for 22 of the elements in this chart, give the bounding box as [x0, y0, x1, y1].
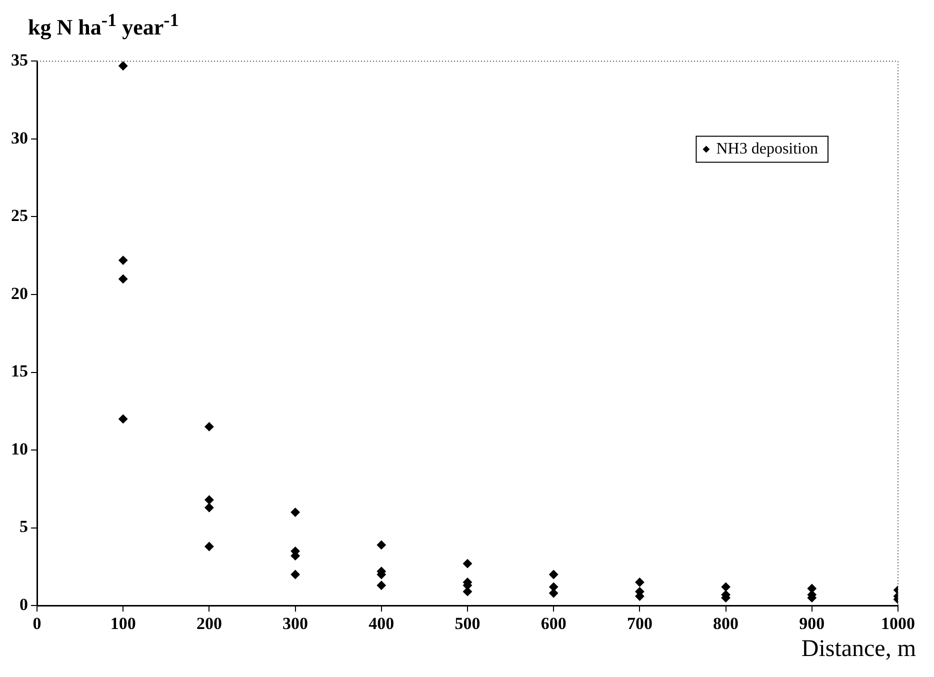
x-tick-label: 900: [799, 614, 825, 634]
y-tick-label: 25: [11, 206, 28, 226]
x-tick-label: 700: [626, 614, 652, 634]
x-tick-label: 800: [713, 614, 739, 634]
y-tick-label: 0: [20, 594, 28, 614]
x-tick-label: 0: [32, 614, 42, 634]
x-tick-label: 400: [368, 614, 394, 634]
y-tick-label: 20: [11, 284, 28, 303]
x-tick-label: 200: [196, 614, 222, 634]
x-tick-label: 600: [540, 614, 566, 634]
legend-label: NH3 deposition: [716, 140, 818, 158]
y-tick-label: 15: [11, 362, 28, 381]
x-axis-title: Distance, m: [801, 636, 916, 663]
x-tick-label: 100: [110, 614, 136, 634]
y-axis-title: kg N ha$^{-1}$ year$^{-1}$: [28, 10, 179, 40]
y-tick-label: 30: [11, 128, 28, 148]
x-tick-label: 300: [282, 614, 308, 634]
y-tick-label: 10: [11, 439, 28, 458]
x-tick-label: 1000: [881, 614, 915, 634]
y-tick-label: 35: [11, 50, 28, 70]
x-tick-label: 500: [454, 614, 480, 634]
y-tick-label: 5: [20, 517, 28, 536]
